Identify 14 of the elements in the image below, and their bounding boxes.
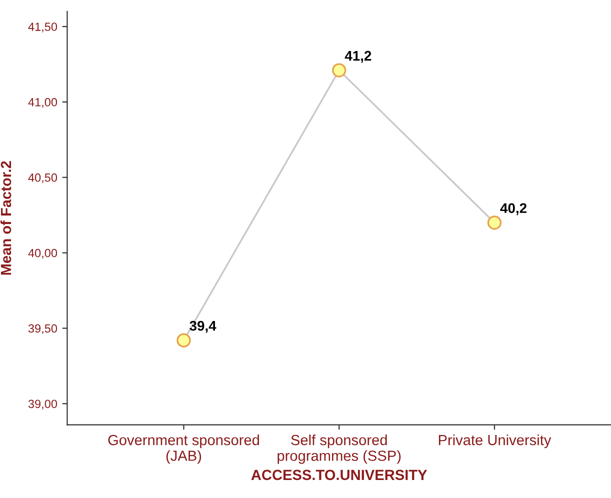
y-tick-label: 40,00 (28, 248, 58, 259)
y-tick-label: 41,00 (28, 98, 58, 108)
data-label: 41,2 (344, 50, 372, 63)
y-tick-label: 39,00 (28, 400, 58, 410)
x-tick-label: Private University (438, 434, 552, 448)
y-tick-label: 39,50 (28, 324, 58, 334)
x-tick-label: Self sponsored programmes (SSP) (278, 434, 401, 464)
x-axis-title: ACCESS.TO.UNIVERSITY (251, 470, 428, 480)
y-axis-title: Mean of Factor.2 (0, 161, 12, 275)
data-label: 40,2 (500, 203, 527, 216)
y-tick-label: 41,50 (28, 22, 58, 32)
y-tick-label: 40,50 (28, 173, 58, 184)
data-label: 39,4 (190, 320, 216, 333)
x-tick-label: Government sponsored (JAB) (108, 434, 259, 464)
